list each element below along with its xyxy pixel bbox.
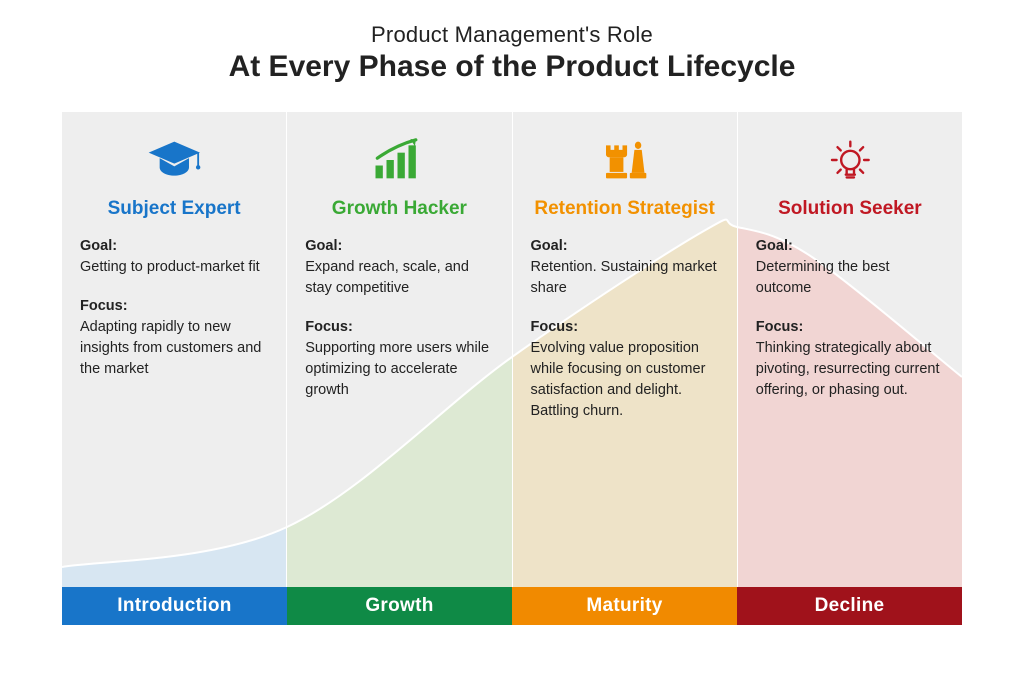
phase-col-introduction: Subject Expert Goal: Getting to product-…	[62, 112, 287, 587]
role-title: Growth Hacker	[305, 198, 493, 220]
focus-block: Focus: Adapting rapidly to new insights …	[80, 296, 268, 380]
phase-col-maturity: Retention Strategist Goal: Retention. Su…	[513, 112, 738, 587]
chart-region: Subject Expert Goal: Getting to product-…	[62, 112, 962, 587]
growth-bars-icon	[305, 132, 493, 188]
focus-label: Focus:	[756, 317, 944, 338]
goal-block: Goal: Retention. Sustaining market share	[531, 236, 719, 299]
phase-col-decline: Solution Seeker Goal: Determining the be…	[738, 112, 962, 587]
goal-label: Goal:	[305, 236, 493, 257]
focus-text: Evolving value proposition while focusin…	[531, 340, 706, 419]
focus-text: Supporting more users while optimizing t…	[305, 340, 489, 398]
phase-label-maturity: Maturity	[512, 587, 737, 625]
phase-col-growth: Growth Hacker Goal: Expand reach, scale,…	[287, 112, 512, 587]
grad-cap-icon	[80, 132, 268, 188]
lightbulb-icon	[756, 132, 944, 188]
focus-block: Focus: Thinking strategically about pivo…	[756, 317, 944, 401]
focus-block: Focus: Evolving value proposition while …	[531, 317, 719, 422]
goal-label: Goal:	[80, 236, 268, 257]
role-title: Solution Seeker	[756, 198, 944, 220]
focus-label: Focus:	[80, 296, 268, 317]
focus-label: Focus:	[305, 317, 493, 338]
goal-text: Getting to product-market fit	[80, 259, 260, 275]
focus-text: Thinking strategically about pivoting, r…	[756, 340, 940, 398]
focus-text: Adapting rapidly to new insights from cu…	[80, 319, 261, 377]
focus-label: Focus:	[531, 317, 719, 338]
title: At Every Phase of the Product Lifecycle	[0, 50, 1024, 84]
goal-label: Goal:	[531, 236, 719, 257]
phase-label-growth: Growth	[287, 587, 512, 625]
goal-block: Goal: Expand reach, scale, and stay comp…	[305, 236, 493, 299]
role-title: Subject Expert	[80, 198, 268, 220]
chess-icon	[531, 132, 719, 188]
goal-text: Retention. Sustaining market share	[531, 259, 717, 296]
goal-text: Determining the best outcome	[756, 259, 890, 296]
goal-text: Expand reach, scale, and stay competitiv…	[305, 259, 469, 296]
phase-label-decline: Decline	[737, 587, 962, 625]
columns: Subject Expert Goal: Getting to product-…	[62, 112, 962, 587]
subtitle: Product Management's Role	[0, 22, 1024, 48]
goal-block: Goal: Determining the best outcome	[756, 236, 944, 299]
focus-block: Focus: Supporting more users while optim…	[305, 317, 493, 401]
goal-block: Goal: Getting to product-market fit	[80, 236, 268, 278]
phase-label-introduction: Introduction	[62, 587, 287, 625]
phase-labels-row: Introduction Growth Maturity Decline	[62, 587, 962, 625]
goal-label: Goal:	[756, 236, 944, 257]
role-title: Retention Strategist	[531, 198, 719, 220]
heading: Product Management's Role At Every Phase…	[0, 0, 1024, 84]
